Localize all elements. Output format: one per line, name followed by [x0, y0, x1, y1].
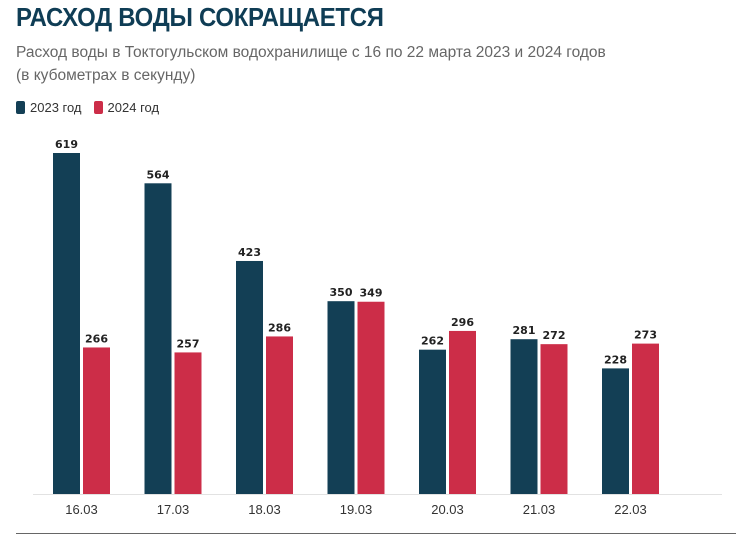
subtitle-line-1: Расход воды в Токтогульском водохранилищ…: [16, 44, 606, 61]
data-label-2024-20.03: 296: [451, 316, 474, 329]
bar-2024-18.03: [266, 336, 293, 494]
data-label-2024-16.03: 266: [85, 332, 108, 345]
bar-2024-19.03: [357, 301, 385, 494]
bar-2023-16.03: [53, 153, 80, 494]
data-label-2023-16.03: 619: [55, 138, 78, 151]
legend-item-2023: 2023 год: [16, 100, 82, 115]
chart-subtitle: Расход воды в Токтогульском водохранилищ…: [16, 41, 656, 87]
bar-2023-20.03: [419, 349, 446, 494]
x-tick-label-19.03: 19.03: [340, 502, 373, 517]
data-label-2024-18.03: 286: [268, 321, 291, 334]
x-tick-label-17.03: 17.03: [157, 502, 190, 517]
chart-title: РАСХОД ВОДЫ СОКРАЩАЕТСЯ: [16, 2, 384, 32]
bar-2023-17.03: [144, 183, 172, 494]
x-tick-label-16.03: 16.03: [65, 502, 98, 517]
data-label-2023-17.03: 564: [147, 168, 170, 181]
data-label-2023-21.03: 281: [513, 324, 536, 337]
bar-2023-19.03: [327, 301, 355, 494]
data-label-2024-22.03: 273: [634, 329, 657, 342]
bar-2024-22.03: [632, 343, 659, 494]
bar-2024-21.03: [540, 344, 568, 494]
x-tick-label-22.03: 22.03: [614, 502, 647, 517]
subtitle-line-2: (в кубометрах в секунду): [16, 67, 196, 84]
bottom-divider: [16, 533, 736, 534]
bar-2023-22.03: [602, 368, 629, 494]
legend-label-2023: 2023 год: [30, 100, 82, 115]
legend: 2023 год 2024 год: [16, 100, 159, 115]
data-label-2023-19.03: 350: [330, 286, 353, 299]
data-label-2023-20.03: 262: [421, 335, 444, 348]
bar-2024-16.03: [83, 347, 110, 494]
x-tick-label-20.03: 20.03: [431, 502, 464, 517]
legend-label-2024: 2024 год: [107, 100, 160, 115]
data-label-2023-22.03: 228: [604, 353, 627, 366]
bar-2024-17.03: [174, 352, 202, 494]
bar-2023-21.03: [510, 339, 538, 494]
data-label-2023-18.03: 423: [238, 246, 261, 259]
legend-swatch-2023: [16, 101, 25, 114]
x-tick-label-18.03: 18.03: [248, 502, 281, 517]
legend-swatch-2024: [93, 101, 103, 114]
data-label-2024-21.03: 272: [543, 329, 566, 342]
bar-2024-20.03: [449, 330, 476, 494]
bar-2023-18.03: [236, 260, 263, 494]
data-label-2024-17.03: 257: [177, 337, 200, 350]
x-tick-label-21.03: 21.03: [523, 502, 556, 517]
data-label-2024-19.03: 349: [360, 287, 383, 300]
legend-item-2024: 2024 год: [93, 100, 160, 115]
